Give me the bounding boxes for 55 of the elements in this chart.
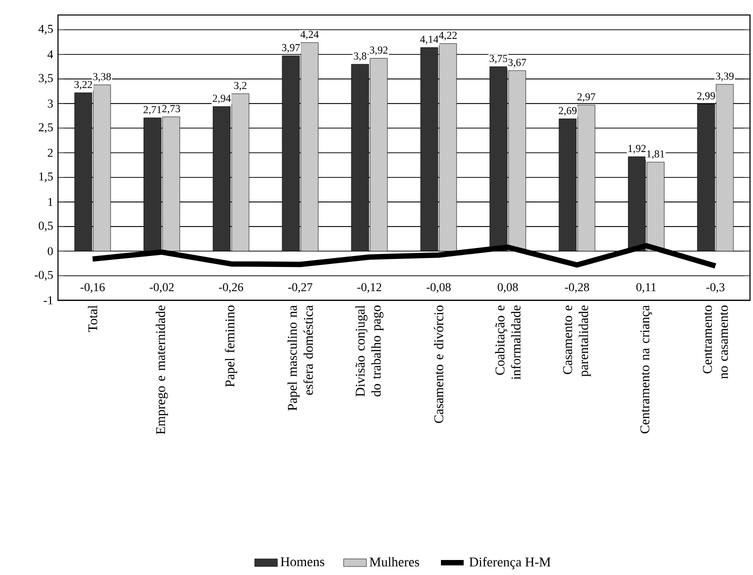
x-tick-label: Divisão conjugal do trabalho pago [355, 305, 384, 397]
y-tick-label: 2 [48, 148, 53, 157]
y-tick-label: 4,5 [38, 24, 53, 35]
data-label: 3,22 [74, 80, 92, 90]
y-tick-label: 1,5 [39, 172, 53, 182]
data-label: 4,24 [300, 30, 319, 40]
x-tick-label: Casamento e parentalidade [563, 305, 591, 377]
y-tick-label: 4 [48, 50, 54, 58]
y-tick-label: 3 [48, 100, 53, 108]
x-tick-label: Centramento na criança [640, 305, 652, 434]
data-label: -0,26 [218, 283, 244, 293]
x-tick-label: Total [88, 305, 98, 332]
data-label: 1,92 [628, 144, 646, 154]
y-tick-label: 3,5 [38, 74, 53, 84]
x-tick-label: Coabitação e informalidade [495, 305, 520, 380]
data-label: 2,73 [162, 105, 180, 114]
data-label: 3,97 [282, 44, 300, 53]
data-label: 4,22 [438, 32, 457, 40]
y-tick-label: -1 [44, 296, 53, 304]
data-label: 3,38 [93, 73, 111, 82]
data-label: 3,39 [716, 72, 734, 82]
x-tick-label: Papel feminino [224, 306, 238, 387]
data-label: 3,92 [370, 46, 388, 56]
data-label: -0,08 [426, 283, 451, 293]
x-tick-label: Papel masculino na esfera doméstica [288, 305, 313, 411]
data-label: 0,11 [636, 283, 656, 293]
data-label: 3,2 [234, 82, 246, 91]
data-label: -0,16 [80, 283, 105, 293]
data-label: -0,28 [564, 283, 590, 293]
data-label: 2,71 [144, 106, 162, 115]
y-tick-label: 1 [48, 198, 53, 206]
data-label: -0,02 [150, 283, 174, 293]
y-tick-label: -0,5 [34, 270, 53, 281]
data-label: 3,67 [508, 58, 526, 68]
data-label: 2,69 [558, 107, 577, 116]
legend-label: Homens [280, 557, 324, 566]
legend-label: Mulheres [370, 557, 420, 566]
data-label: 2,99 [697, 92, 715, 101]
data-label: 2,97 [577, 93, 596, 102]
x-tick-label: Emprego e maternidade [156, 305, 168, 434]
data-label: -0,12 [357, 283, 382, 293]
data-label: 2,94 [212, 94, 231, 104]
data-label: 3,8 [354, 52, 366, 62]
data-label: -0,3 [706, 283, 724, 293]
y-tick-label: 0 [48, 247, 53, 256]
data-label: 3,75 [490, 54, 508, 64]
data-label: 1,81 [647, 150, 664, 160]
data-label: 0,08 [498, 283, 518, 293]
y-tick-label: 2,5 [38, 123, 53, 134]
legend-label: Diferença H-M [469, 557, 550, 570]
x-tick-label: Casamento e divórcio [434, 306, 444, 423]
x-tick-label: Centramento no casamento [702, 306, 728, 379]
data-label: -0,27 [288, 283, 312, 293]
y-tick-label: 0,5 [38, 222, 53, 232]
data-label: 4,14 [420, 36, 438, 44]
